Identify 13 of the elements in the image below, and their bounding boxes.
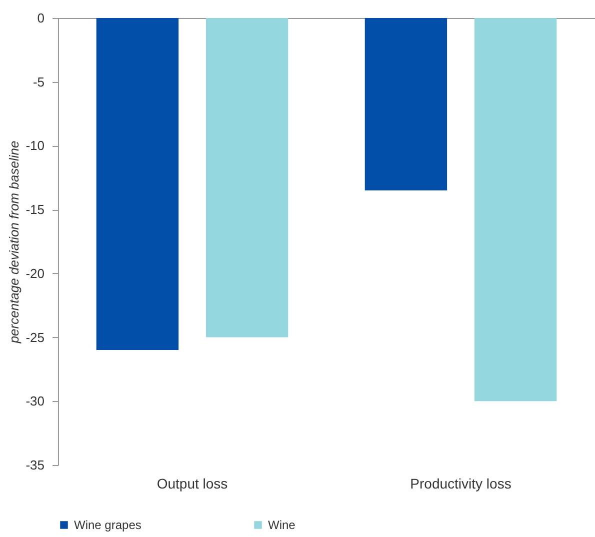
y-tick-label: -10 <box>26 138 44 154</box>
y-tick-label: -30 <box>26 394 44 409</box>
y-tick-label: -5 <box>32 74 44 90</box>
y-tick-label: -15 <box>26 202 44 218</box>
y-tick-label: 0 <box>37 10 44 26</box>
x-tick-label: Output loss <box>156 476 228 492</box>
legend-label: Wine grapes <box>74 518 142 532</box>
y-tick-label: -35 <box>26 458 44 472</box>
y-tick-label: -20 <box>26 266 44 281</box>
legend-label: Wine <box>268 518 296 532</box>
y-tick-label: -25 <box>26 330 44 345</box>
x-tick-label: Productivity loss <box>410 476 512 492</box>
y-axis-title: percentage deviation from baseline <box>6 140 22 344</box>
